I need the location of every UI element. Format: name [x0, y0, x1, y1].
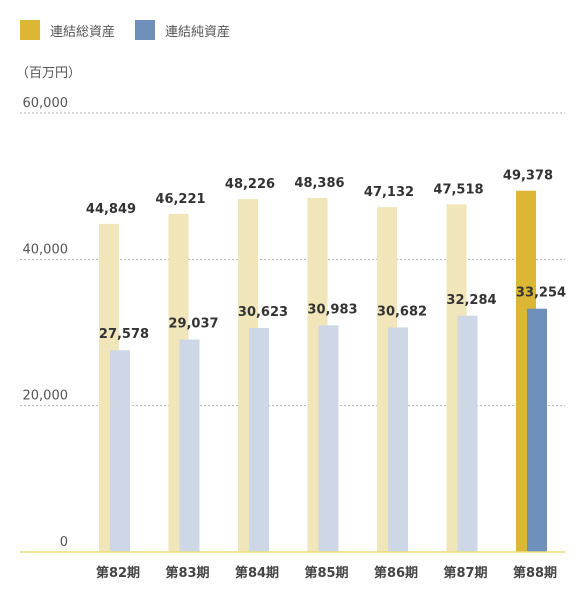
- x-tick-label: 第88期: [513, 565, 557, 581]
- y-axis-unit-label: （百万円）: [16, 66, 82, 81]
- legend-swatch-total-assets: [20, 20, 40, 40]
- y-tick-label: 60,000: [23, 96, 69, 111]
- data-label-total-assets: 47,132: [364, 185, 414, 200]
- data-label-total-assets: 48,226: [225, 177, 275, 192]
- legend: 連結総資産 連結純資産: [20, 20, 250, 40]
- data-label-net-assets: 32,284: [446, 293, 496, 308]
- bar-net-assets: [179, 339, 200, 552]
- data-label-net-assets: 30,682: [377, 305, 427, 320]
- data-label-net-assets: 30,983: [307, 302, 357, 317]
- x-tick-label: 第86期: [374, 565, 418, 581]
- bar-net-assets: [388, 327, 408, 552]
- x-tick-label: 第82期: [96, 565, 140, 581]
- bar-net-assets: [110, 350, 130, 552]
- data-label-net-assets: 33,254: [516, 286, 566, 301]
- y-tick-label: 0: [60, 535, 68, 550]
- data-label-total-assets: 47,518: [433, 182, 483, 197]
- y-tick-label: 40,000: [23, 242, 69, 257]
- data-label-total-assets: 49,378: [503, 169, 553, 184]
- x-tick-label: 第83期: [165, 565, 209, 581]
- legend-item-net-assets: 連結純資産: [135, 20, 230, 40]
- legend-label-net-assets: 連結純資産: [165, 24, 231, 40]
- data-label-net-assets: 30,623: [238, 305, 288, 320]
- legend-label-total-assets: 連結総資産: [50, 24, 116, 40]
- data-label-net-assets: 27,578: [99, 327, 149, 342]
- x-tick-label: 第87期: [443, 565, 487, 581]
- bar-net-assets: [527, 308, 547, 552]
- data-label-total-assets: 44,849: [86, 202, 136, 217]
- bar-net-assets: [318, 325, 339, 552]
- x-tick-label: 第84期: [235, 565, 279, 581]
- data-label-total-assets: 48,386: [294, 176, 344, 191]
- legend-item-total-assets: 連結総資産: [20, 20, 115, 40]
- data-label-net-assets: 29,037: [168, 317, 218, 332]
- data-label-total-assets: 46,221: [155, 192, 205, 207]
- x-tick-label: 第85期: [304, 565, 348, 581]
- bar-net-assets: [249, 327, 269, 552]
- legend-swatch-net-assets: [135, 20, 156, 40]
- bar-net-assets: [457, 315, 478, 552]
- y-tick-label: 20,000: [23, 389, 69, 404]
